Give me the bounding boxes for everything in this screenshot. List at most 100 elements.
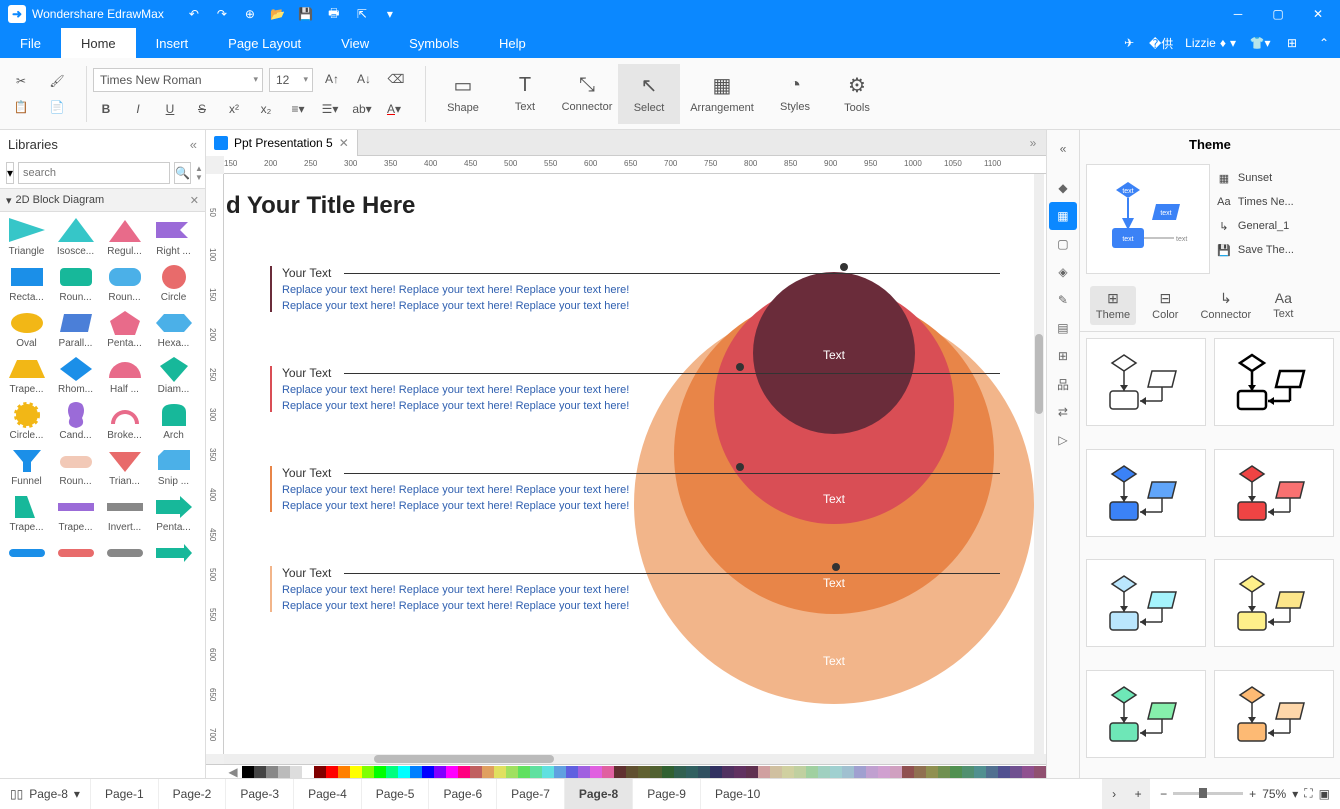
underline-icon[interactable]: U — [157, 98, 183, 120]
shape-bar[interactable]: Trape... — [51, 492, 100, 536]
page-tab[interactable]: Page-1 — [90, 779, 158, 809]
color-swatch[interactable] — [638, 766, 650, 778]
shape-burst[interactable]: Circle... — [2, 400, 51, 444]
color-swatch[interactable] — [938, 766, 950, 778]
shape-circle[interactable]: Circle — [149, 262, 198, 306]
shape-oval[interactable]: Oval — [2, 308, 51, 352]
color-swatch[interactable] — [794, 766, 806, 778]
shape-flag[interactable]: Right ... — [149, 216, 198, 260]
shape-rrect[interactable]: Roun... — [51, 262, 100, 306]
library-menu-icon[interactable]: ▾ — [6, 162, 14, 184]
zoom-slider[interactable] — [1173, 792, 1243, 795]
collapse-ribbon-icon[interactable]: ⌃ — [1310, 29, 1338, 57]
fit-icon[interactable]: ⛶ — [1304, 786, 1312, 801]
zoom-in-icon[interactable]: + — [1249, 787, 1256, 801]
diagram-circle[interactable]: Text — [753, 272, 915, 434]
theme-thumbnail[interactable] — [1214, 670, 1334, 758]
color-swatch[interactable] — [254, 766, 266, 778]
color-swatch[interactable] — [290, 766, 302, 778]
color-swatch[interactable] — [986, 766, 998, 778]
open-icon[interactable]: 📂 — [266, 2, 290, 26]
page-tab[interactable]: Page-3 — [225, 779, 293, 809]
rail-icon-6[interactable]: ⊞ — [1049, 342, 1077, 370]
theme-option[interactable]: ▦Sunset — [1216, 170, 1334, 186]
shape-broke[interactable]: Broke... — [100, 400, 149, 444]
bold-icon[interactable]: B — [93, 98, 119, 120]
color-swatch[interactable] — [434, 766, 446, 778]
page-tab[interactable]: Page-4 — [293, 779, 361, 809]
new-icon[interactable]: ⊕ — [238, 2, 262, 26]
menu-insert[interactable]: Insert — [136, 28, 209, 58]
color-swatch[interactable] — [1034, 766, 1046, 778]
zoom-dropdown-icon[interactable]: ▾ — [1292, 787, 1298, 801]
page-tab[interactable]: Page-5 — [361, 779, 429, 809]
clear-format-icon[interactable]: ⌫ — [383, 68, 409, 90]
color-swatch[interactable] — [926, 766, 938, 778]
scroll-down-icon[interactable]: ▼ — [195, 173, 203, 182]
color-swatch[interactable] — [686, 766, 698, 778]
theme-option[interactable]: ↳General_1 — [1216, 218, 1334, 234]
theme-tab-color[interactable]: ⊟Color — [1146, 286, 1184, 325]
color-swatch[interactable] — [722, 766, 734, 778]
color-swatch[interactable] — [950, 766, 962, 778]
select-button[interactable]: ↖Select — [618, 64, 680, 124]
vertical-scrollbar[interactable] — [1034, 174, 1044, 754]
color-swatch[interactable] — [446, 766, 458, 778]
close-tab-icon[interactable]: ✕ — [339, 136, 349, 150]
color-swatch[interactable] — [590, 766, 602, 778]
page-tab[interactable]: Page-7 — [496, 779, 564, 809]
case-icon[interactable]: ab▾ — [349, 98, 375, 120]
menu-page-layout[interactable]: Page Layout — [208, 28, 321, 58]
undo-icon[interactable]: ↶ — [182, 2, 206, 26]
shape-snip[interactable]: Snip ... — [149, 446, 198, 490]
library-category[interactable]: ▾ 2D Block Diagram ✕ — [0, 188, 205, 212]
shape-trap2[interactable]: Trape... — [2, 492, 51, 536]
rail-icon-0[interactable]: ◆ — [1049, 174, 1077, 202]
next-page-icon[interactable]: › — [1102, 779, 1126, 809]
theme-option[interactable]: 💾Save The... — [1216, 242, 1334, 258]
styles-button[interactable]: ◔Styles — [764, 64, 826, 124]
export-icon[interactable]: ⇱ — [350, 2, 374, 26]
print-icon[interactable]: 🖶 — [322, 2, 346, 26]
theme-thumbnail[interactable] — [1086, 449, 1206, 537]
maximize-icon[interactable]: ▢ — [1266, 2, 1290, 26]
menu-home[interactable]: Home — [61, 28, 136, 58]
shape-tri2[interactable]: Trian... — [100, 446, 149, 490]
color-swatch[interactable] — [482, 766, 494, 778]
shape-rect[interactable]: Recta... — [2, 262, 51, 306]
theme-thumbnail[interactable] — [1214, 338, 1334, 426]
text-block[interactable]: Your TextReplace your text here! Replace… — [270, 566, 650, 612]
theme-tab-theme[interactable]: ⊞Theme — [1090, 286, 1136, 325]
shape-pill2[interactable] — [100, 538, 149, 582]
align-icon[interactable]: ≡▾ — [285, 98, 311, 120]
save-icon[interactable]: 💾 — [294, 2, 318, 26]
color-swatch[interactable] — [458, 766, 470, 778]
format-painter-icon[interactable]: 🖌 — [44, 70, 70, 92]
color-swatch[interactable] — [602, 766, 614, 778]
shape-arrow[interactable]: Penta... — [149, 492, 198, 536]
color-swatch[interactable] — [818, 766, 830, 778]
font-name-select[interactable]: Times New Roman — [93, 68, 263, 92]
shape-cand[interactable]: Cand... — [51, 400, 100, 444]
menu-help[interactable]: Help — [479, 28, 546, 58]
text-block[interactable]: Your TextReplace your text here! Replace… — [270, 366, 650, 412]
color-swatch[interactable] — [902, 766, 914, 778]
color-swatch[interactable] — [758, 766, 770, 778]
rail-icon-4[interactable]: ✎ — [1049, 286, 1077, 314]
color-swatch[interactable] — [854, 766, 866, 778]
italic-icon[interactable]: I — [125, 98, 151, 120]
zoom-out-icon[interactable]: − — [1160, 787, 1167, 801]
shape-pill2[interactable] — [2, 538, 51, 582]
color-swatch[interactable] — [314, 766, 326, 778]
strike-icon[interactable]: S — [189, 98, 215, 120]
shape-hexa[interactable]: Hexa... — [149, 308, 198, 352]
shape-tri-right[interactable]: Triangle — [2, 216, 51, 260]
shape-arrow2[interactable] — [149, 538, 198, 582]
color-swatch[interactable] — [662, 766, 674, 778]
page-tab[interactable]: Page-8 — [564, 779, 632, 809]
shape-half[interactable]: Half ... — [100, 354, 149, 398]
theme-thumbnail[interactable] — [1214, 449, 1334, 537]
color-swatch[interactable] — [362, 766, 374, 778]
close-icon[interactable]: ✕ — [1306, 2, 1330, 26]
color-swatch[interactable] — [878, 766, 890, 778]
